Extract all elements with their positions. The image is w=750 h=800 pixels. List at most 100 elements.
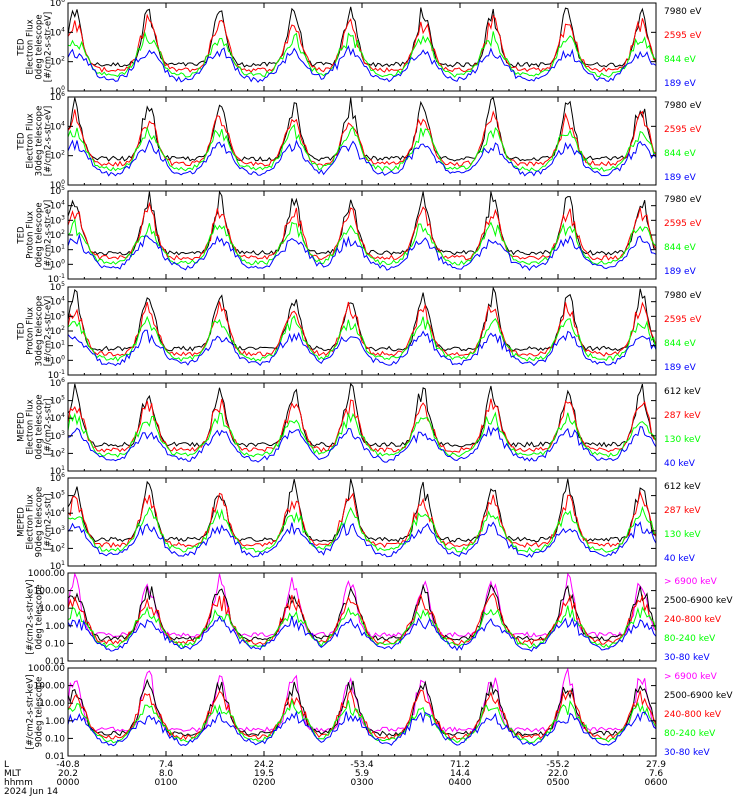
y-tick-label: 0.01 (45, 752, 65, 762)
legend-entry: 30-80 keV (664, 653, 710, 663)
y-tick-label: 1.00 (45, 622, 65, 632)
footer-tick-l: 7.4 (159, 760, 174, 770)
legend-entry: 2500-6900 keV (664, 691, 733, 701)
series-line-5 (67, 710, 657, 747)
y-tick-label: 102 (50, 150, 65, 162)
legend-entry: 80-240 keV (664, 634, 716, 644)
y-axis-label: TED Electron Flux 0deg telescope [#/cm2-s-s… (17, 12, 54, 82)
series-line-3 (67, 218, 657, 266)
legend-entry: 844 eV (664, 55, 697, 65)
y-tick-label: 104 (50, 507, 65, 519)
footer-tick-l: 27.9 (646, 760, 666, 770)
series-line-1 (67, 382, 657, 448)
y-axis-label-line: Electron Flux (26, 399, 36, 454)
series-line-2 (67, 490, 657, 549)
legend-entry: 2595 eV (664, 315, 702, 325)
y-axis-label-line: [#/cm2-s-str] (44, 399, 54, 456)
y-tick-label: 103 (50, 525, 65, 537)
panel-4: 10-1 100 101 102 103 104 105 TED Proton Flux 30de… (17, 281, 703, 381)
y-axis-label: MEPED Electron Flux 90deg telescope [#/cm2-… (17, 487, 54, 558)
legend-entry: 240-800 keV (664, 710, 722, 720)
series-line-4 (67, 233, 657, 271)
y-axis-label-line: 0deg telescope (35, 14, 45, 79)
panel-7: 0.01 0.10 1.00 10.00 100.00 1000.00[#/cm2-s-s… (26, 569, 734, 667)
y-axis-label: [#/cm2-s-str-keV] 90deg telescope (26, 675, 45, 750)
y-tick-label: 1.00 (45, 717, 65, 727)
y-axis-label-line: TED (17, 322, 27, 341)
y-tick-label: 105 (50, 185, 65, 197)
footer-tick-mlt: 20.2 (58, 769, 78, 779)
y-tick-label: 100.00 (34, 682, 66, 692)
footer-tick-l: 71.2 (450, 760, 470, 770)
legend-entry: 7980 eV (664, 7, 702, 17)
legend-entry: 7980 eV (664, 101, 702, 111)
legend-entry: 80-240 keV (664, 729, 716, 739)
footer-row-label: L (4, 760, 9, 770)
series-line-4 (67, 425, 657, 463)
legend-entry: > 6900 keV (664, 577, 718, 587)
y-tick-label: 10.00 (39, 699, 65, 709)
plot-frame (67, 477, 657, 567)
y-tick-label: 105 (50, 490, 65, 502)
footer-tick-mlt: 19.5 (254, 769, 274, 779)
y-axis-label-line: [#/cm2-s-str] (44, 494, 54, 551)
legend-entry: 240-800 keV (664, 615, 722, 625)
y-axis-label-line: TED (17, 38, 27, 57)
footer-tick-hhmm: 0200 (253, 778, 276, 788)
legend-entry: 40 keV (664, 459, 696, 469)
legend-entry: 40 keV (664, 554, 696, 564)
y-axis-label-line: 0deg telescope (35, 202, 45, 267)
y-axis-label-line: 0deg telescope (35, 584, 45, 649)
legend-entry: 844 eV (664, 149, 697, 159)
footer-tick-mlt: 7.6 (649, 769, 664, 779)
y-tick-label: 104 (50, 120, 65, 132)
y-tick-label: 106 (50, 0, 65, 9)
series-line-2 (67, 583, 657, 642)
footer-tick-mlt: 14.4 (450, 769, 470, 779)
series-line-1 (67, 190, 657, 256)
y-axis-label-line: 90deg telescope (35, 677, 45, 748)
y-axis-label-line: 90deg telescope (35, 487, 45, 558)
legend-entry: 189 eV (664, 267, 697, 277)
legend-entry: 287 keV (664, 411, 701, 421)
legend-entry: > 6900 keV (664, 672, 718, 682)
series-line-4 (67, 699, 657, 744)
y-axis-label-line: MEPED (17, 507, 27, 537)
y-tick-label: 100 (50, 354, 65, 366)
legend-entry: 612 keV (664, 482, 701, 492)
legend-entry: 130 keV (664, 530, 701, 540)
series-line-4 (67, 329, 657, 367)
plot-frame (67, 96, 657, 186)
y-axis-label-line: TED (17, 132, 27, 151)
y-axis-label: MEPED Electron Flux 0deg telescope [#/cm2-s… (17, 394, 54, 459)
y-tick-label: 101 (50, 340, 65, 352)
y-tick-label: 0.10 (45, 734, 65, 744)
panel-3: 10-1 100 101 102 103 104 105 TED Proton Flux 0deg… (17, 185, 703, 285)
y-axis-label: TED Proton Flux 0deg telescope [#/cm2-s-str… (17, 200, 54, 270)
legend-entry: 7980 eV (664, 195, 702, 205)
y-tick-label: 104 (50, 200, 65, 212)
footer-row-label: hhmm (4, 778, 33, 788)
y-tick-label: 104 (50, 412, 65, 424)
y-axis-label-line: Proton Flux (26, 307, 36, 355)
legend-entry: 7980 eV (664, 291, 702, 301)
y-axis-label: [#/cm2-s-str-keV] 0deg telescope (26, 580, 45, 655)
y-axis-label-line: [#/cm2-s-str-keV] (26, 675, 36, 750)
panel-1: 100 102 104 106 TED Electron Flux 0deg telesco… (17, 0, 703, 97)
series-line-3 (67, 505, 657, 553)
series-line-3 (67, 123, 657, 172)
legend-entry: 2500-6900 keV (664, 596, 733, 606)
footer-tick-l: -40.8 (56, 760, 80, 770)
series-line-2 (67, 13, 657, 73)
y-tick-label: 0.10 (45, 639, 65, 649)
panel-6: 101 102 103 104 105 106 MEPED Electron Flux 90de… (17, 472, 702, 572)
legend-entry: 189 eV (664, 363, 697, 373)
y-tick-label: 105 (50, 395, 65, 407)
y-axis-label-line: Electron Flux (26, 494, 36, 549)
footer-tick-mlt: 22.0 (548, 769, 568, 779)
panel-5: 101 102 103 104 105 106 MEPED Electron Flux 0deg… (17, 377, 702, 477)
y-tick-label: 100 (50, 85, 65, 97)
y-axis-label-line: Electron Flux (26, 113, 36, 168)
